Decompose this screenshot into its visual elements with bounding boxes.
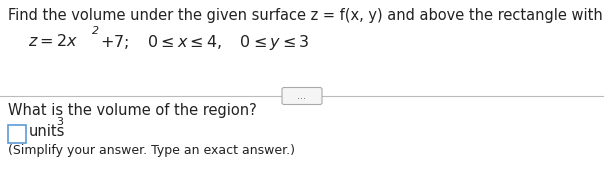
Text: What is the volume of the region?: What is the volume of the region? xyxy=(8,103,257,118)
FancyBboxPatch shape xyxy=(8,125,26,143)
Text: $+ 7;$   $0 \leq x \leq 4,$   $0 \leq y \leq 3$: $+ 7;$ $0 \leq x \leq 4,$ $0 \leq y \leq… xyxy=(100,33,310,52)
Text: units: units xyxy=(29,124,65,139)
FancyBboxPatch shape xyxy=(282,87,322,104)
Text: ...: ... xyxy=(298,91,306,101)
Text: $z = 2x$: $z = 2x$ xyxy=(28,33,78,49)
Text: Find the volume under the given surface z = f(x, y) and above the rectangle with: Find the volume under the given surface … xyxy=(8,8,604,23)
Text: 2: 2 xyxy=(92,26,99,36)
Text: 3: 3 xyxy=(56,117,63,127)
Text: (Simplify your answer. Type an exact answer.): (Simplify your answer. Type an exact ans… xyxy=(8,144,295,157)
